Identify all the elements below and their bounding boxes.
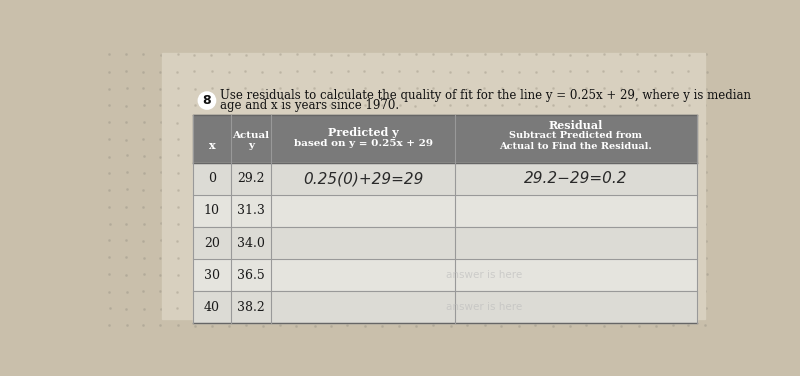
Text: 40: 40 (204, 300, 220, 314)
Text: 29.2: 29.2 (237, 173, 265, 185)
Text: x: x (209, 140, 215, 151)
Text: Subtract Predicted from: Subtract Predicted from (510, 132, 642, 141)
Text: 31.3: 31.3 (237, 205, 265, 217)
Text: Actual to Find the Residual.: Actual to Find the Residual. (499, 142, 652, 151)
Text: age and x is years since 1970.: age and x is years since 1970. (220, 99, 399, 112)
Text: Residual: Residual (549, 120, 603, 131)
Text: 20: 20 (204, 237, 220, 250)
Text: Use residuals to calculate the quality of fit for the line y = 0.25x + 29, where: Use residuals to calculate the quality o… (220, 89, 751, 102)
Text: 10: 10 (204, 205, 220, 217)
Text: based on y = 0.25x + 29: based on y = 0.25x + 29 (294, 139, 433, 148)
Text: Actual: Actual (233, 132, 270, 141)
Bar (193, 115, 697, 163)
Text: 0.25(0)+29=29: 0.25(0)+29=29 (303, 171, 423, 186)
Text: answer is here: answer is here (446, 302, 522, 312)
Text: Predicted y: Predicted y (328, 127, 398, 138)
Bar (193, 195, 697, 227)
Bar (193, 227, 697, 259)
Text: 34.0: 34.0 (237, 237, 265, 250)
Circle shape (198, 92, 215, 109)
Text: answer is here: answer is here (446, 270, 522, 280)
Text: 29.2−29=0.2: 29.2−29=0.2 (524, 171, 628, 186)
Bar (193, 163, 697, 195)
Text: 36.5: 36.5 (237, 268, 265, 282)
Text: 0: 0 (208, 173, 216, 185)
Bar (193, 291, 697, 323)
Text: y: y (248, 141, 254, 150)
Bar (162, 53, 705, 319)
Text: 8: 8 (202, 94, 211, 107)
Bar (193, 259, 697, 291)
Text: 38.2: 38.2 (237, 300, 265, 314)
Text: 30: 30 (204, 268, 220, 282)
